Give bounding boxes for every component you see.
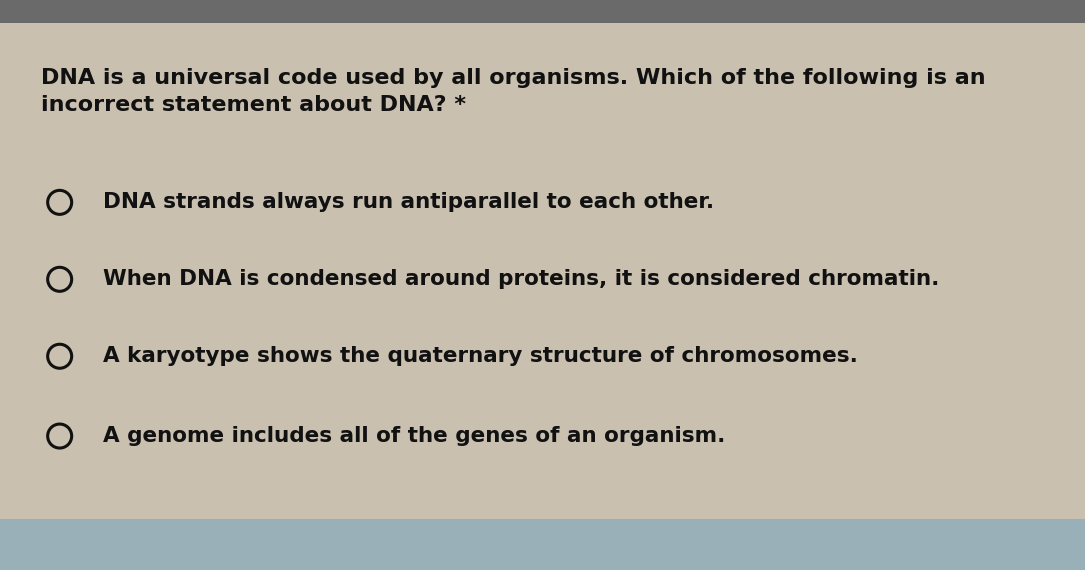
Text: DNA strands always run antiparallel to each other.: DNA strands always run antiparallel to e… xyxy=(103,192,714,213)
Text: A karyotype shows the quaternary structure of chromosomes.: A karyotype shows the quaternary structu… xyxy=(103,346,858,367)
FancyBboxPatch shape xyxy=(0,519,1085,570)
Text: A genome includes all of the genes of an organism.: A genome includes all of the genes of an… xyxy=(103,426,726,446)
Text: DNA is a universal code used by all organisms. Which of the following is an
inco: DNA is a universal code used by all orga… xyxy=(41,68,986,115)
FancyBboxPatch shape xyxy=(0,0,1085,23)
Text: When DNA is condensed around proteins, it is considered chromatin.: When DNA is condensed around proteins, i… xyxy=(103,269,940,290)
